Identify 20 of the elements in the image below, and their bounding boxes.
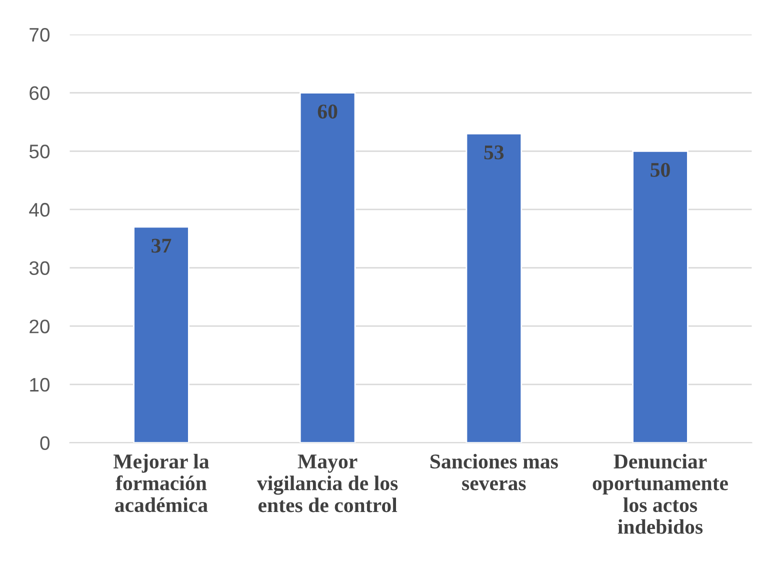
- y-tick-label: 20: [30, 320, 50, 334]
- y-tick-label: 70: [30, 28, 50, 42]
- bar: [466, 132, 522, 443]
- y-tick-label: 60: [30, 86, 50, 100]
- data-label: 53: [484, 145, 504, 160]
- data-label: 60: [318, 104, 338, 119]
- bar: [133, 226, 190, 443]
- bar: [632, 150, 688, 443]
- bar: [299, 92, 356, 443]
- x-tick-label: Mayor vigilancia de los entes de control: [256, 454, 398, 512]
- y-tick-label: 40: [29, 202, 50, 217]
- y-tick-label: 50: [29, 144, 50, 158]
- data-label: 37: [152, 238, 172, 253]
- data-label: 50: [650, 162, 670, 177]
- x-tick-label: Sanciones mas severas: [430, 454, 558, 490]
- x-tick-label: Denunciar oportunamente los actos indebidos: [592, 454, 728, 534]
- y-tick-label: 30: [29, 261, 50, 276]
- y-tick-label: 10: [30, 378, 50, 392]
- y-tick-label: 0: [40, 436, 50, 450]
- x-tick-label: Mejorar la formación académica: [113, 454, 210, 512]
